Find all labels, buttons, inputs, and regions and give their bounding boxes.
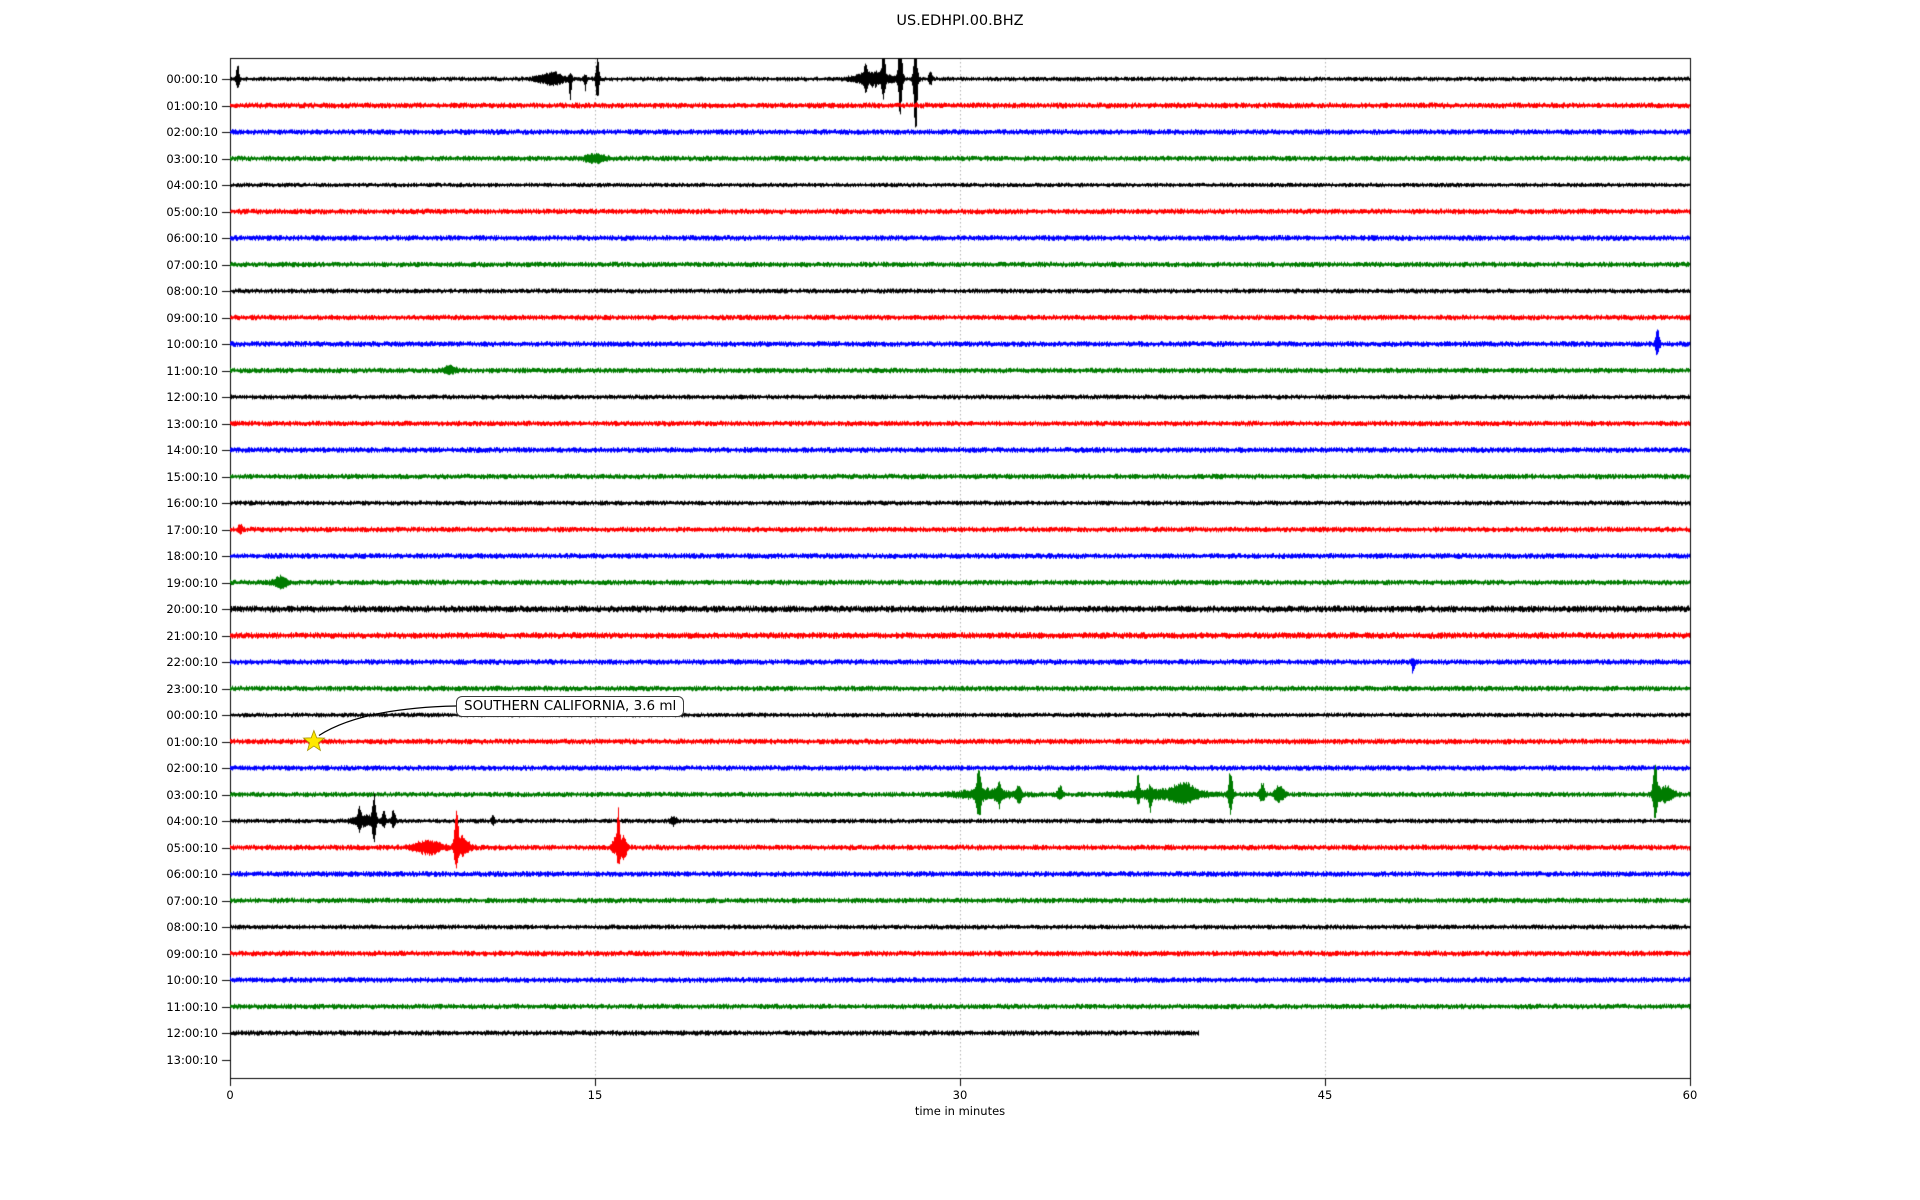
y-tick-label: 03:00:10 [166,787,218,802]
y-tick-label: 02:00:10 [166,125,218,139]
y-tick-label: 08:00:10 [166,920,218,934]
y-tick-label: 04:00:10 [166,178,218,192]
y-tick-label: 22:00:10 [166,655,218,669]
y-tick-label: 08:00:10 [166,284,218,298]
y-tick-label: 12:00:10 [166,390,218,404]
x-tick-label: 0 [226,1088,234,1102]
y-tick-label: 05:00:10 [166,840,218,855]
y-tick-label: 01:00:10 [166,734,218,749]
y-tick-label: 09:00:10 [166,310,218,325]
y-tick-label: 18:00:10 [166,549,218,563]
y-tick-label: 16:00:10 [166,496,218,510]
y-tick-label: 03:00:10 [166,151,218,166]
y-tick-label: 06:00:10 [166,231,218,245]
y-tick-label: 21:00:10 [166,628,218,643]
x-tick-label: 45 [1317,1088,1333,1102]
y-tick-label: 00:00:10 [166,708,218,722]
y-tick-label: 07:00:10 [166,893,218,908]
y-tick-label: 10:00:10 [166,337,218,351]
y-tick-label: 00:00:10 [166,72,218,86]
y-tick-label: 23:00:10 [166,681,218,696]
y-tick-label: 07:00:10 [166,257,218,272]
y-tick-label: 11:00:10 [166,363,218,378]
x-axis-title: time in minutes [914,1104,1006,1118]
y-tick-label: 13:00:10 [166,1052,218,1067]
x-tick-label: 30 [952,1088,968,1102]
y-tick-label: 13:00:10 [166,416,218,431]
y-tick-label: 04:00:10 [166,814,218,828]
y-tick-label: 20:00:10 [166,602,218,616]
y-tick-label: 05:00:10 [166,204,218,219]
event-annotation-label: SOUTHERN CALIFORNIA, 3.6 ml [456,696,685,717]
y-tick-label: 09:00:10 [166,946,218,961]
x-tick-label: 60 [1682,1088,1698,1102]
y-tick-label: 11:00:10 [166,999,218,1014]
x-tick-label: 15 [587,1088,603,1102]
y-tick-label: 12:00:10 [166,1026,218,1040]
y-tick-label: 14:00:10 [166,443,218,457]
y-tick-label: 17:00:10 [166,522,218,537]
y-tick-label: 10:00:10 [166,973,218,987]
y-tick-label: 15:00:10 [166,469,218,484]
y-tick-label: 01:00:10 [166,98,218,113]
y-tick-label: 06:00:10 [166,867,218,881]
y-tick-label: 02:00:10 [166,761,218,775]
y-tick-label: 19:00:10 [166,575,218,590]
